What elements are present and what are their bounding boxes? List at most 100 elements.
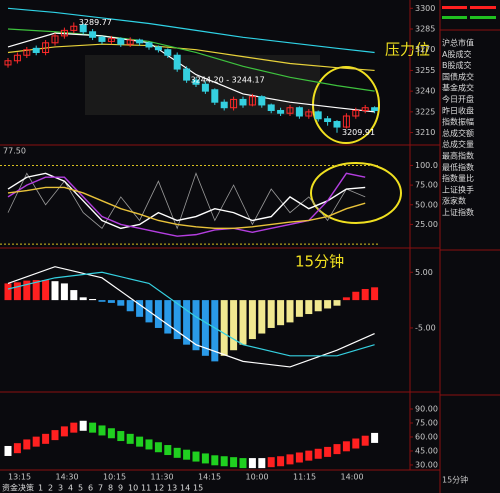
tab: 3	[58, 484, 63, 493]
side-label: 上证换手	[442, 184, 474, 194]
side-label: 今日开盘	[442, 94, 474, 104]
candle-body	[126, 39, 134, 45]
candle-body	[183, 68, 191, 81]
candle-body	[267, 104, 275, 111]
x-tick-label: 11:30	[151, 473, 174, 482]
macd-bar	[352, 291, 360, 301]
y-tick-label: 60.00	[415, 432, 438, 441]
period-label: 15分钟	[442, 475, 468, 485]
y-tick-label: 30.00	[415, 460, 438, 469]
highlight-circle	[310, 162, 402, 224]
macd-bar	[333, 300, 341, 306]
side-label: 沪总市值	[442, 38, 474, 48]
y-tick-label: 5.00	[415, 268, 433, 277]
y-tick-label: 100.0	[415, 161, 438, 170]
candle-body	[295, 107, 303, 117]
tab: 5	[78, 484, 83, 493]
macd-bar	[51, 281, 59, 301]
level-bar	[154, 442, 162, 453]
level-bar	[23, 439, 31, 450]
candle-body	[173, 54, 181, 70]
macd-bar	[79, 297, 87, 301]
candle-body	[277, 109, 285, 114]
candle-body	[32, 47, 40, 53]
osc-line	[7, 172, 366, 230]
candle-body	[23, 49, 31, 56]
candle-body	[145, 42, 153, 48]
annotation: 压力位	[385, 41, 430, 59]
x-tick-label: 13:15	[8, 473, 31, 482]
level-bar	[98, 425, 106, 436]
level-bar	[164, 445, 172, 456]
macd-bar	[248, 300, 256, 340]
candle-body	[220, 101, 228, 109]
y-tick-label: 45.00	[415, 446, 438, 455]
level-bar	[79, 420, 87, 431]
macd-bar	[342, 297, 350, 301]
candle-body	[286, 107, 294, 114]
candle-body	[107, 38, 115, 42]
tab: 7	[98, 484, 103, 493]
y-tick-label: 3270	[415, 45, 435, 54]
level-bar	[60, 426, 68, 437]
level-bar	[305, 450, 313, 461]
macd-bar	[305, 300, 313, 315]
tab: 13	[167, 484, 177, 493]
y-tick-label: 3300	[415, 4, 435, 13]
macd-bar	[277, 300, 285, 326]
macd-bar	[70, 290, 78, 301]
candle-body	[70, 25, 78, 31]
macd-bar	[117, 300, 125, 306]
candle-body	[211, 89, 219, 103]
macd-bar	[60, 283, 68, 301]
level-bar	[145, 439, 153, 450]
macd-bar	[192, 300, 200, 351]
tab: 6	[88, 484, 93, 493]
macd-bar	[173, 300, 181, 340]
macd-bar	[371, 287, 379, 301]
candle-body	[42, 42, 50, 53]
macd-bar	[286, 300, 294, 323]
macd-bar	[154, 300, 162, 328]
level-bar	[51, 430, 59, 441]
side-label: 总成交额	[442, 128, 474, 138]
tab: 12	[154, 484, 164, 493]
macd-bar	[136, 300, 144, 317]
level-bar	[352, 438, 360, 449]
candle-body	[305, 111, 313, 117]
candle-body	[60, 29, 68, 37]
side-label: 最低指数	[442, 162, 474, 172]
level-bar	[89, 422, 97, 433]
ma-line	[7, 32, 375, 113]
macd-bar	[89, 299, 97, 301]
level-bar	[4, 445, 12, 456]
candle-body	[89, 31, 97, 38]
tab: 14	[180, 484, 190, 493]
y-tick-label: 3210	[415, 128, 435, 137]
macd-bar	[32, 280, 40, 301]
level-bar	[267, 457, 275, 468]
level-bar	[42, 433, 50, 444]
y-tick-label: 90.00	[415, 404, 438, 413]
side-label: 指数量比	[442, 173, 474, 183]
macd-bar	[211, 300, 219, 362]
level-bar	[126, 433, 134, 444]
side-label: 总成交量	[442, 139, 474, 149]
candle-body	[230, 98, 238, 109]
annotation: 15分钟	[295, 253, 344, 271]
macd-bar	[4, 283, 12, 301]
level-bar	[173, 447, 181, 458]
tab: 2	[48, 484, 53, 493]
macd-bar	[126, 300, 134, 312]
macd-bar	[42, 280, 50, 301]
macd-bar	[220, 300, 228, 356]
y-tick-label: 50.00	[415, 200, 438, 209]
side-label: 昨日收盘	[442, 105, 474, 115]
side-label: B股成交	[442, 60, 472, 70]
macd-bar	[13, 282, 21, 301]
tab: 11	[141, 484, 151, 493]
level-bar	[230, 457, 238, 468]
side-label: 上证指数	[442, 207, 474, 217]
